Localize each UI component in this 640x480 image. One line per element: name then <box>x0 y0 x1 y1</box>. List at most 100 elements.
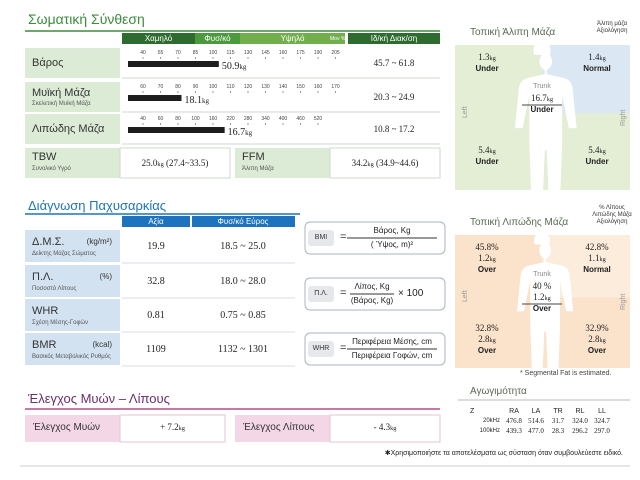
scale-tick: 90 <box>192 84 199 90</box>
header-text: Χαμηλό <box>144 34 173 43</box>
range: (27.4~33.5) <box>163 158 209 168</box>
scale-tick: 40 <box>140 50 146 56</box>
value: + 7.2kg <box>160 422 185 432</box>
header-cell <box>122 216 190 227</box>
unit: kg <box>599 256 606 263</box>
scale-tick: 145 <box>261 50 270 56</box>
seg-value: 5.4kg <box>478 145 496 155</box>
header-text: Αξία <box>148 217 164 226</box>
imp-value: 31.7 <box>551 417 565 425</box>
denominator: ( Ύψος, m)² <box>370 240 414 249</box>
header-cell <box>240 33 345 44</box>
range: 18.5 ~ 25.0 <box>220 241 266 252</box>
unit: kg <box>489 337 496 344</box>
imp-value: 297.0 <box>594 427 610 435</box>
label-cell <box>25 82 120 112</box>
seg-rating: Under <box>530 105 554 114</box>
seg-value: 1.4kg <box>588 52 606 62</box>
scale-tick: 280 <box>243 116 253 122</box>
unit: kg <box>599 55 606 62</box>
scale-tick: 100 <box>208 50 218 56</box>
formula-tag <box>308 230 334 246</box>
legend-text: Λιπώδης Μάζα <box>592 212 632 218</box>
ideal-range: 20.3 ~ 24.9 <box>373 92 415 102</box>
scale-tick: 70 <box>175 50 181 56</box>
bar-value: 16.7kg <box>227 127 253 138</box>
corner: Z <box>470 408 475 415</box>
range: 18.0 ~ 28.0 <box>220 276 266 287</box>
seg-value: 1.2kg <box>533 292 551 302</box>
scale-tick: 55 <box>157 50 164 56</box>
scale-tick: 40 <box>140 116 146 122</box>
label-cell <box>25 114 120 144</box>
scale-tick: 130 <box>243 50 253 56</box>
header-text: Υψηλό <box>280 34 305 43</box>
unit: kg <box>367 161 374 168</box>
imp-value: 296.2 <box>572 427 588 435</box>
seg-value: 5.4kg <box>588 145 606 155</box>
seg-value: 2.8kg <box>588 334 606 344</box>
row-label: Μυϊκή Μάζα <box>32 87 91 99</box>
scale-tick: 460 <box>296 116 305 122</box>
multiplier: × 100 <box>398 288 424 299</box>
seg-percent: 42.8% <box>585 242 609 252</box>
formula-name: Π.Λ. <box>314 290 328 297</box>
row-label: Λιπώδης Μάζα <box>32 123 105 135</box>
imp-value: 477.0 <box>528 427 544 435</box>
scale-tick: 160 <box>208 116 218 122</box>
label-cell <box>235 148 330 178</box>
unit: kg <box>489 256 496 263</box>
unit: kg <box>599 148 606 155</box>
scale-tick: 160 <box>278 50 288 56</box>
label-cell <box>25 333 120 365</box>
seg-percent: 40 % <box>532 281 552 291</box>
scale-tick: 100 <box>191 116 200 122</box>
label: Έλεγχος Λίπους <box>243 422 315 433</box>
header-cell <box>192 216 295 227</box>
value-cell <box>119 414 226 443</box>
seg-rating: Over <box>477 265 497 274</box>
seg-value: 1.3kg <box>478 52 496 62</box>
freq: 100kHz <box>479 428 500 434</box>
seg-rating: Over <box>587 346 607 355</box>
side-label: Right <box>620 293 627 310</box>
range: (34.9~44.6) <box>373 158 419 168</box>
seg-value: 1.2kg <box>478 253 496 263</box>
panel-title: Τοπική Άλιπη Μάζα <box>470 27 556 38</box>
side-label: Left <box>462 289 469 302</box>
seg-percent: 45.8% <box>475 242 499 252</box>
formula-tag <box>308 286 334 302</box>
section-title: Διάγνωση Παχυσαρκίας <box>28 198 167 213</box>
scale-tick: 190 <box>313 50 323 56</box>
value: 25.0kg (27.4~33.5) <box>141 158 209 168</box>
legend-text: Αξιολόγηση <box>596 28 628 34</box>
side-label: Right <box>620 109 627 126</box>
formula-op: = <box>340 342 347 354</box>
header-text: Φυσ/κό <box>204 34 231 43</box>
numerator: Περιφέρεια Μέσης, cm <box>352 337 432 346</box>
panel-title: Αγωγιμότητα <box>470 386 527 397</box>
unit: kg <box>202 97 209 105</box>
row-unit: (kcal) <box>92 340 112 349</box>
denominator: (Βάρος, Kg) <box>350 296 394 305</box>
ideal-range: 10.8 ~ 17.2 <box>373 124 415 134</box>
section-title: Σωματική Σύνθεση <box>28 11 145 27</box>
unit: kg <box>178 425 185 432</box>
imp-value: 514.6 <box>528 417 544 425</box>
col-head: TR <box>553 408 563 415</box>
unit: kg <box>239 63 247 71</box>
trunk-label: Trunk <box>533 83 551 90</box>
row-sublabel: Δείκτης Μάζας Σώματος <box>32 251 96 257</box>
unit: kg <box>544 295 551 302</box>
formula-name: WHR <box>312 345 330 352</box>
scale-tick: 60 <box>140 84 146 90</box>
scale-tick: 120 <box>243 84 253 90</box>
scale-tick: 115 <box>226 50 235 56</box>
unit: kg <box>489 55 496 62</box>
row-label: Δ.Μ.Σ. <box>32 236 65 248</box>
section-title: Έλεγχος Μυών – Λίπους <box>28 391 170 406</box>
legend-text: Άλιπη μάζα <box>596 21 628 27</box>
scale-tick: 70 <box>157 84 164 90</box>
imp-value: 324.7 <box>594 417 610 425</box>
seg-rating: Under <box>585 157 609 166</box>
